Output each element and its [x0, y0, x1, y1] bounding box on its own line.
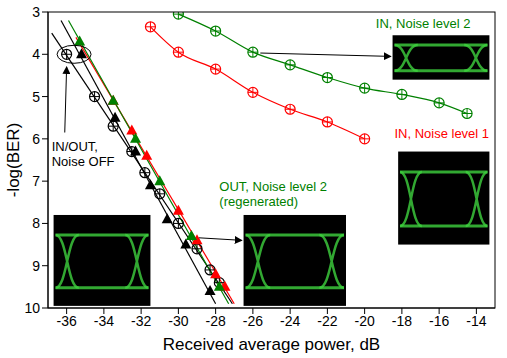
svg-text:-30: -30 [168, 313, 188, 329]
svg-text:-16: -16 [429, 313, 449, 329]
svg-text:9: 9 [32, 258, 40, 274]
svg-text:OUT, Noise level 2(regenerated: OUT, Noise level 2(regenerated) [219, 179, 327, 209]
svg-text:-26: -26 [243, 313, 263, 329]
svg-text:6: 6 [32, 131, 40, 147]
svg-text:3: 3 [32, 4, 40, 20]
svg-text:10: 10 [24, 300, 40, 316]
svg-text:-14: -14 [466, 313, 486, 329]
svg-text:5: 5 [32, 89, 40, 105]
svg-text:IN/OUT,Noise OFF: IN/OUT,Noise OFF [52, 139, 115, 169]
svg-text:Received average power, dB: Received average power, dB [163, 335, 380, 354]
svg-text:-18: -18 [392, 313, 412, 329]
svg-text:4: 4 [32, 46, 40, 62]
svg-text:8: 8 [32, 215, 40, 231]
svg-text:-20: -20 [355, 313, 375, 329]
svg-text:7: 7 [32, 173, 40, 189]
svg-text:IN, Noise level 2: IN, Noise level 2 [376, 16, 471, 31]
svg-text:-36: -36 [57, 313, 77, 329]
svg-text:-32: -32 [131, 313, 151, 329]
svg-text:IN, Noise level 1: IN, Noise level 1 [394, 126, 489, 141]
svg-text:-22: -22 [317, 313, 337, 329]
svg-text:-log(BER): -log(BER) [4, 123, 23, 198]
svg-text:-28: -28 [206, 313, 226, 329]
svg-text:-24: -24 [280, 313, 300, 329]
svg-text:-34: -34 [94, 313, 114, 329]
